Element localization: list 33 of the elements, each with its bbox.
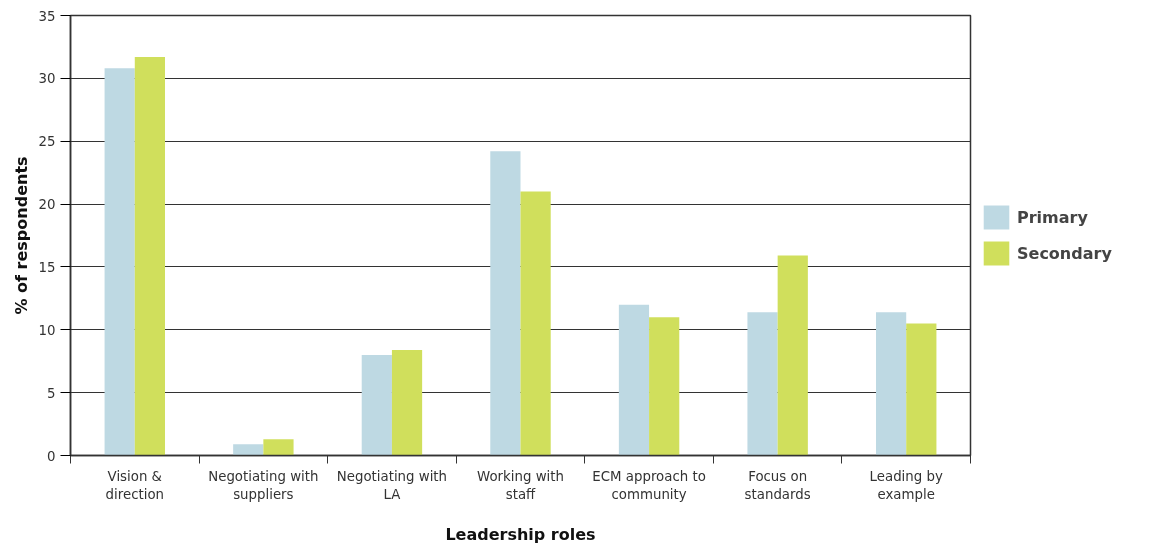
x-tick-label: Negotiating with LA bbox=[336, 468, 448, 502]
y-axis-title: % of respondents bbox=[11, 156, 31, 315]
x-tick-label: ECM approach to community bbox=[592, 468, 706, 502]
bar bbox=[906, 323, 937, 456]
bar bbox=[391, 349, 423, 456]
bar bbox=[777, 255, 808, 456]
bar bbox=[618, 304, 650, 456]
bar bbox=[104, 68, 135, 456]
y-tick-label: 5 bbox=[47, 385, 56, 401]
x-axis-title: Leadership roles bbox=[445, 524, 596, 544]
bar bbox=[490, 151, 521, 456]
y-tick-label: 10 bbox=[38, 322, 56, 338]
y-tick-label: 20 bbox=[38, 197, 56, 213]
y-tick-label: 0 bbox=[47, 448, 56, 464]
x-tick-label: Vision & direction bbox=[105, 468, 164, 502]
x-tick-label: Working with staff bbox=[477, 468, 564, 502]
x-tick-label: Leading by example bbox=[869, 468, 943, 502]
y-tick-label: 35 bbox=[38, 8, 56, 24]
bar bbox=[134, 56, 165, 456]
bar bbox=[747, 312, 778, 456]
bar bbox=[361, 354, 392, 456]
bar bbox=[520, 191, 551, 456]
bar bbox=[263, 439, 294, 456]
y-tick-label: 15 bbox=[38, 259, 56, 275]
bar bbox=[233, 444, 264, 456]
bar bbox=[649, 317, 680, 456]
y-tick-label: 25 bbox=[38, 134, 56, 150]
bar bbox=[876, 312, 907, 456]
x-tick-label: Focus on standards bbox=[744, 468, 811, 502]
legend-label: Primary bbox=[1017, 207, 1088, 227]
y-tick-label: 30 bbox=[38, 71, 56, 87]
x-tick-label: Negotiating with suppliers bbox=[208, 468, 319, 502]
legend-label: Secondary bbox=[1017, 243, 1112, 263]
